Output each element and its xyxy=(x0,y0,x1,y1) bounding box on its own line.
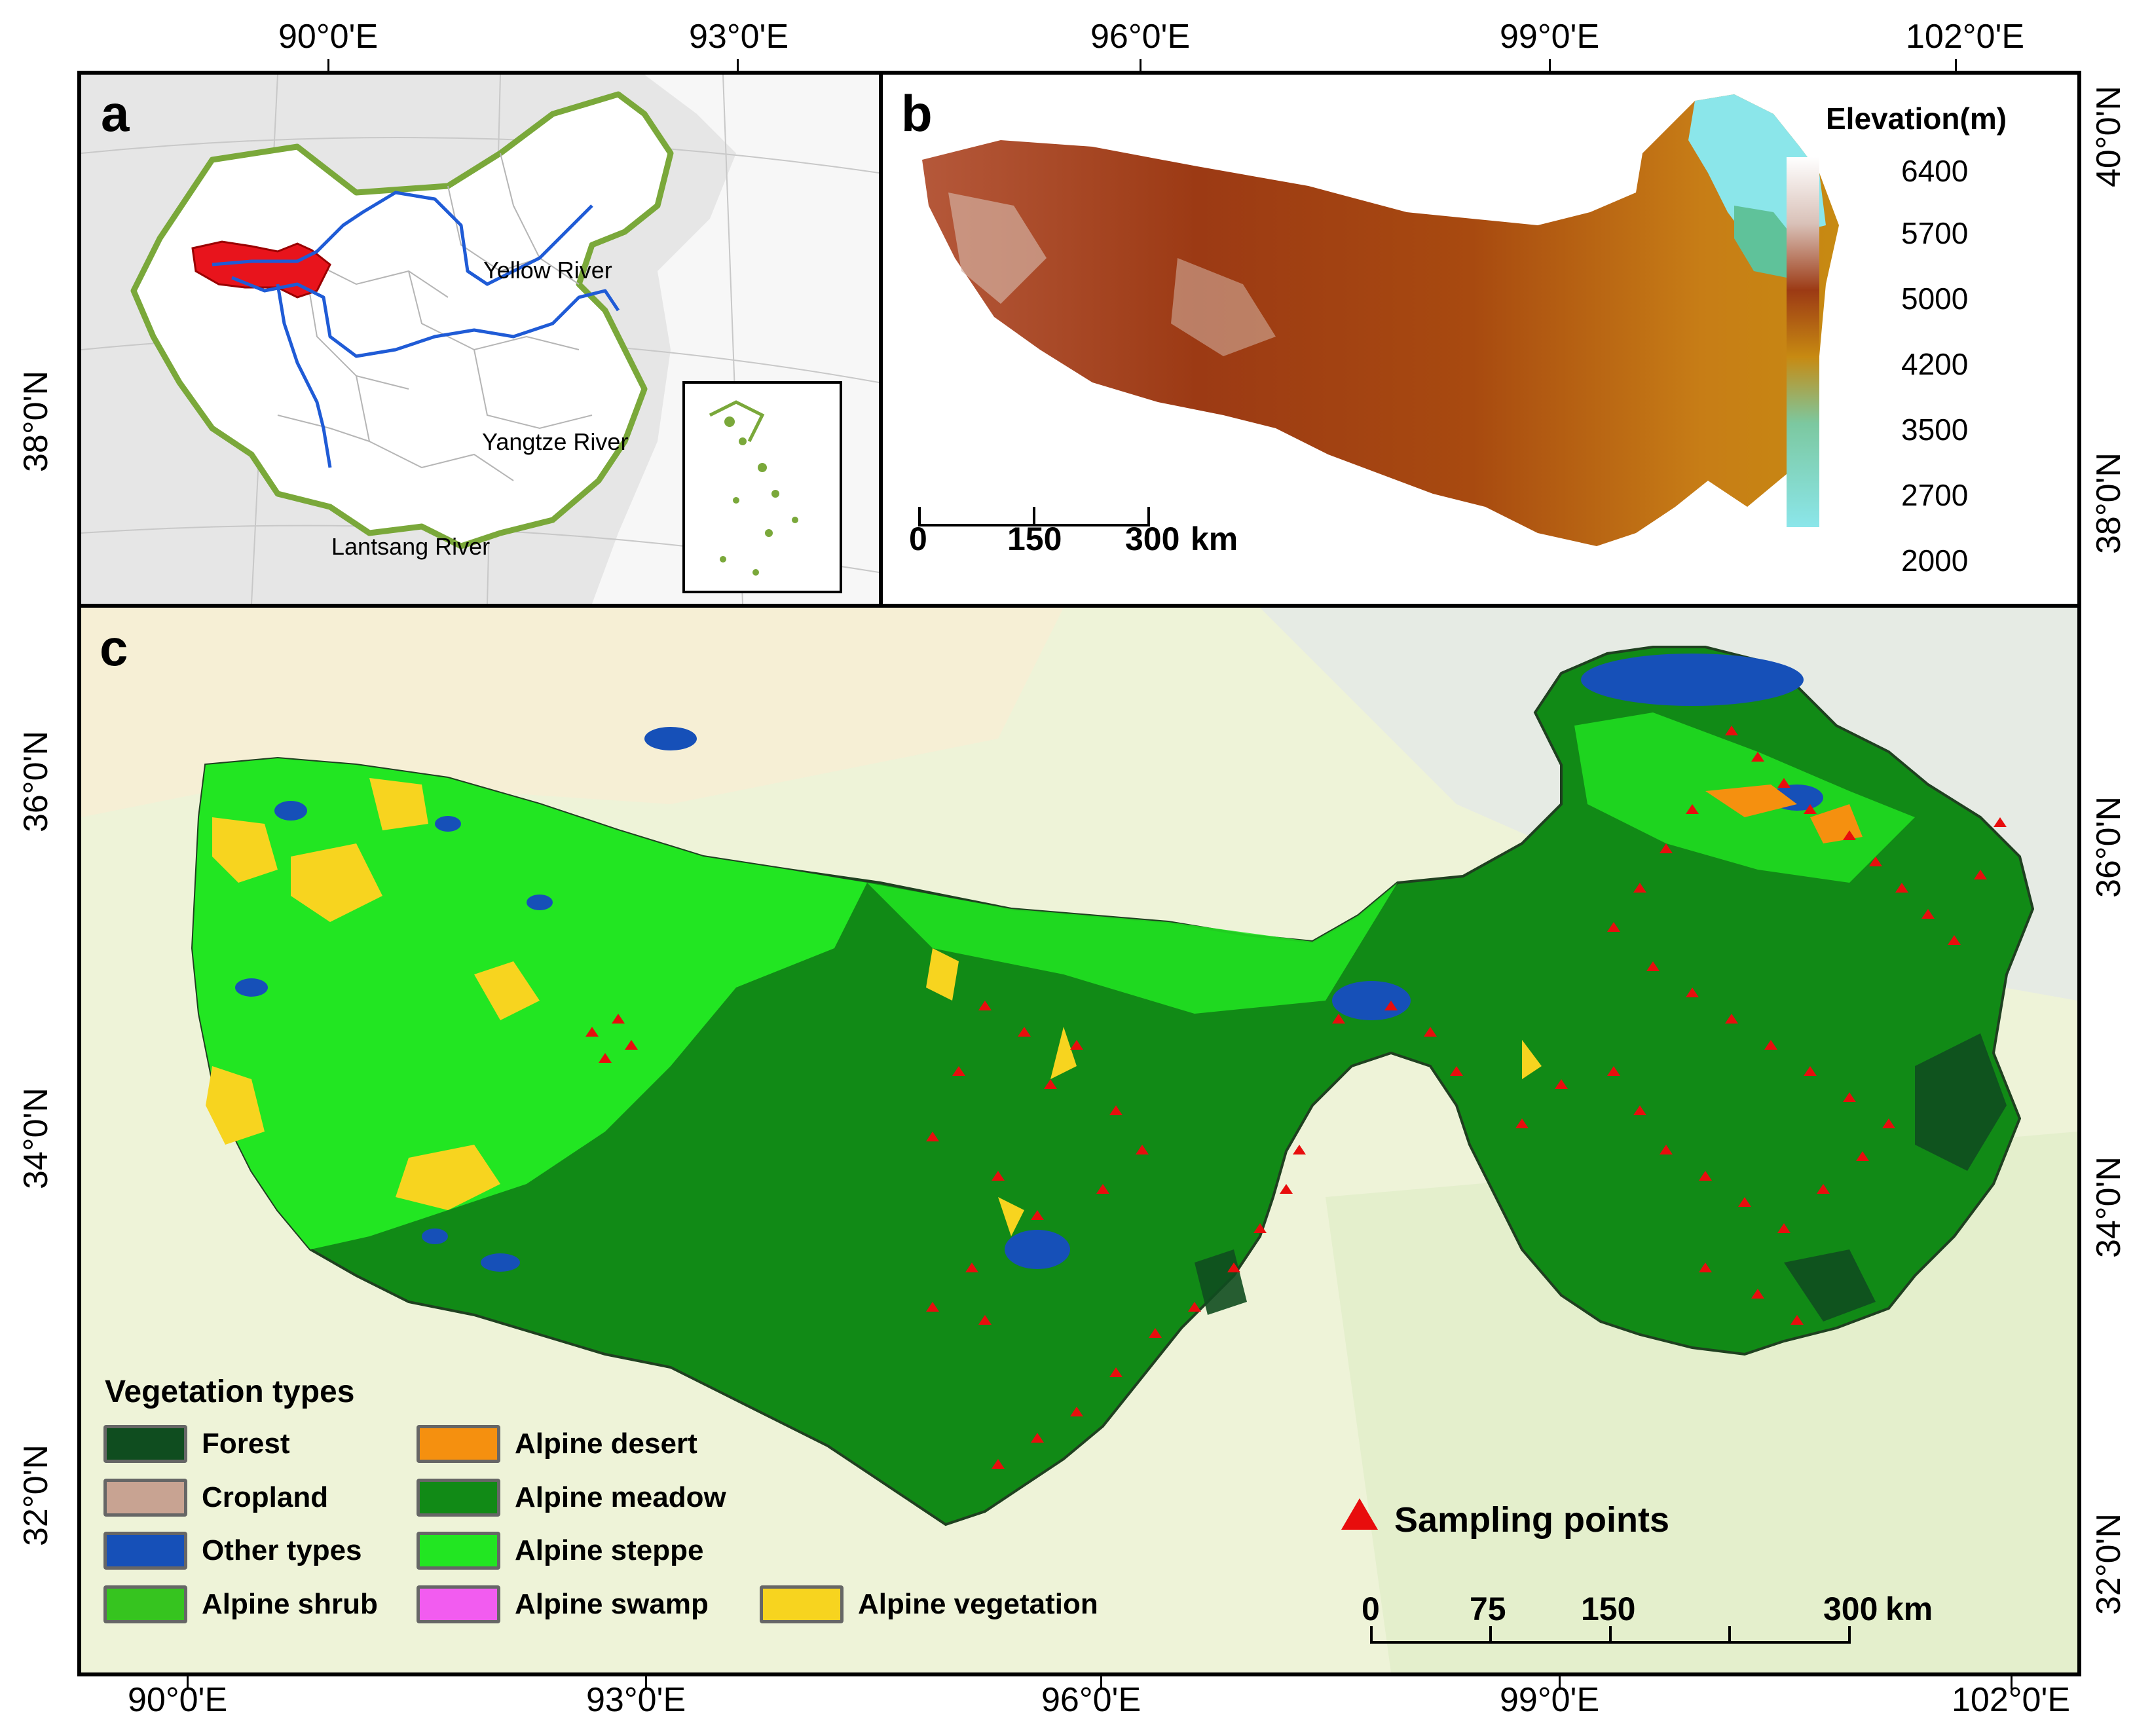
elevation-tick-6400: 6400 xyxy=(1901,154,1969,188)
legend-label-alpine-meadow: Alpine meadow xyxy=(515,1481,726,1513)
panel-b-map: b Elevation(m) 6400 5700 5000 4200 3500 … xyxy=(879,71,2081,608)
bottom-lon-label-96: 96°0'E xyxy=(1041,1681,1141,1719)
panel-c-label: c xyxy=(100,619,128,676)
legend-swatch-alpine-vegetation xyxy=(760,1585,844,1623)
river-label-yangtze: Yangtze River xyxy=(482,428,629,455)
frame-tick-top-90 xyxy=(327,59,329,73)
panel-b-scale-0: 0 xyxy=(909,521,927,557)
elevation-tick-2700: 2700 xyxy=(1901,478,1969,512)
legend-item-cropland: Cropland xyxy=(103,1477,328,1519)
frame-tick-top-102 xyxy=(1955,59,1957,73)
legend-label-alpine-desert: Alpine desert xyxy=(515,1428,697,1460)
left-lat-label-34: 34°0'N xyxy=(17,1087,55,1189)
top-lon-label-99: 99°0'E xyxy=(1500,18,1600,56)
elevation-legend-title: Elevation(m) xyxy=(1826,102,2007,136)
frame-tick-bottom-102 xyxy=(2011,1675,2013,1690)
left-lat-label-36: 36°0'N xyxy=(17,730,55,832)
vegetation-legend-title: Vegetation types xyxy=(105,1375,355,1409)
frame-tick-bottom-96 xyxy=(1100,1675,1102,1690)
legend-label-cropland: Cropland xyxy=(202,1481,329,1513)
frame-tick-top-96 xyxy=(1140,59,1141,73)
legend-item-other-types: Other types xyxy=(103,1530,362,1572)
panel-b-scale-150: 150 xyxy=(1007,521,1062,557)
sampling-points-group xyxy=(585,726,2007,1469)
right-lat-label-38: 38°0'N xyxy=(2090,452,2128,554)
elevation-region xyxy=(922,94,1839,546)
legend-swatch-alpine-swamp xyxy=(417,1585,500,1623)
elevation-tick-2000: 2000 xyxy=(1901,544,1969,578)
river-label-lantsang: Lantsang River xyxy=(331,533,491,560)
sampling-points-label: Sampling points xyxy=(1394,1500,1670,1540)
legend-swatch-alpine-steppe xyxy=(417,1532,500,1570)
elevation-tick-4200: 4200 xyxy=(1901,347,1969,381)
legend-swatch-other-types xyxy=(103,1532,187,1570)
legend-item-alpine-swamp: Alpine swamp xyxy=(417,1583,709,1625)
panel-c-svg xyxy=(81,608,2077,1672)
panel-a-map: a Yellow River Yangtze River Lantsang Ri… xyxy=(77,71,883,608)
frame-tick-bottom-90 xyxy=(187,1675,189,1690)
legend-item-forest: Forest xyxy=(103,1423,289,1465)
legend-swatch-alpine-shrub xyxy=(103,1585,187,1623)
legend-label-other-types: Other types xyxy=(202,1534,362,1566)
top-lon-label-90: 90°0'E xyxy=(278,18,379,56)
legend-label-forest: Forest xyxy=(202,1428,290,1460)
legend-item-alpine-shrub: Alpine shrub xyxy=(103,1583,378,1625)
bottom-lon-label-99: 99°0'E xyxy=(1500,1681,1600,1719)
frame-tick-bottom-99 xyxy=(1559,1675,1561,1690)
panel-b-scale-unit: km xyxy=(1191,521,1238,557)
top-lon-label-93: 93°0'E xyxy=(689,18,789,56)
legend-item-alpine-meadow: Alpine meadow xyxy=(417,1477,726,1519)
legend-swatch-forest xyxy=(103,1425,187,1463)
panel-c-map: c Vegetation types Forest Cropland Other… xyxy=(77,604,2081,1676)
panel-c-scale-150: 150 xyxy=(1581,1591,1636,1627)
legend-label-alpine-shrub: Alpine shrub xyxy=(202,1588,378,1620)
left-lat-label-38: 38°0'N xyxy=(17,370,55,472)
bottom-lon-label-90: 90°0'E xyxy=(128,1681,228,1719)
left-lat-label-32: 32°0'N xyxy=(17,1444,55,1546)
legend-item-alpine-vegetation: Alpine vegetation xyxy=(760,1583,1098,1625)
panel-b-svg xyxy=(918,94,1839,546)
right-lat-label-32: 32°0'N xyxy=(2090,1513,2128,1615)
top-lon-label-96: 96°0'E xyxy=(1090,18,1191,56)
bottom-lon-label-93: 93°0'E xyxy=(586,1681,686,1719)
frame-tick-top-93 xyxy=(737,59,739,73)
panel-b-label: b xyxy=(901,84,933,142)
panel-b-scale-300: 300 xyxy=(1125,521,1180,557)
panel-c-scale-unit: km xyxy=(1885,1591,1933,1627)
legend-label-alpine-steppe: Alpine steppe xyxy=(515,1534,704,1566)
elevation-colorbar xyxy=(1787,157,1819,527)
panel-c-scale-300: 300 xyxy=(1823,1591,1878,1627)
elevation-tick-3500: 3500 xyxy=(1901,413,1969,447)
sampling-legend-triangle xyxy=(1341,1498,1378,1530)
frame-tick-bottom-93 xyxy=(645,1675,647,1690)
right-lat-label-40: 40°0'N xyxy=(2090,85,2128,187)
frame-tick-top-99 xyxy=(1549,59,1551,73)
elevation-tick-5700: 5700 xyxy=(1901,216,1969,250)
legend-label-alpine-swamp: Alpine swamp xyxy=(515,1588,709,1620)
top-lon-label-102: 102°0'E xyxy=(1906,18,2025,56)
panel-a-svg xyxy=(81,75,879,604)
legend-swatch-cropland xyxy=(103,1479,187,1517)
right-lat-label-36: 36°0'N xyxy=(2090,796,2128,898)
legend-label-alpine-vegetation: Alpine vegetation xyxy=(858,1588,1098,1620)
river-label-yellow: Yellow River xyxy=(483,257,612,284)
legend-swatch-alpine-desert xyxy=(417,1425,500,1463)
legend-item-alpine-steppe: Alpine steppe xyxy=(417,1530,704,1572)
panel-a-label: a xyxy=(101,84,130,142)
china-border xyxy=(130,91,674,549)
panel-c-scale-0: 0 xyxy=(1362,1591,1380,1627)
elevation-tick-5000: 5000 xyxy=(1901,282,1969,316)
legend-item-alpine-desert: Alpine desert xyxy=(417,1423,697,1465)
panel-c-scale-75: 75 xyxy=(1470,1591,1506,1627)
legend-swatch-alpine-meadow xyxy=(417,1479,500,1517)
right-lat-label-34: 34°0'N xyxy=(2090,1156,2128,1258)
